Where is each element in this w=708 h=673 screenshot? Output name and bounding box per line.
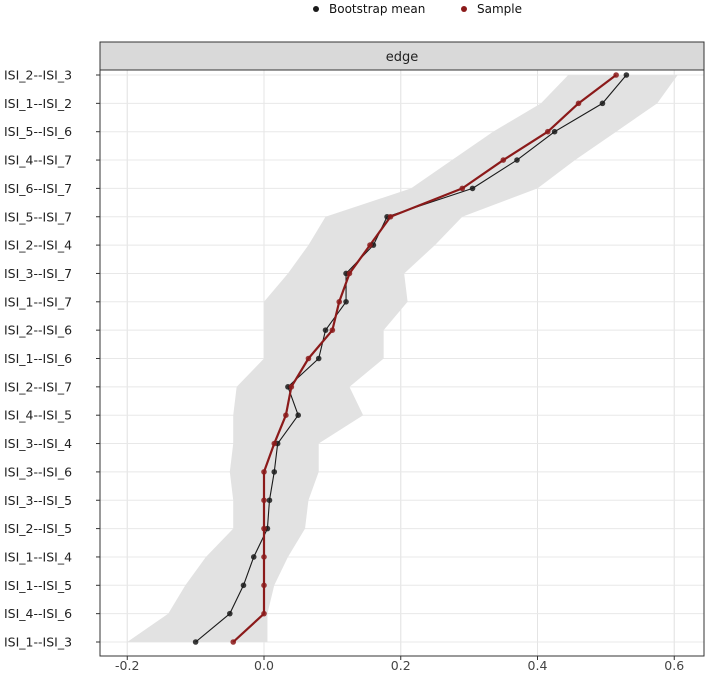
legend-sample-label: Sample: [477, 2, 522, 16]
facet-strip-label: edge: [386, 50, 419, 65]
y-tick-label: ISI_1--ISI_6: [4, 351, 72, 366]
sample-point: [544, 128, 551, 135]
series-points-layer: [192, 72, 630, 645]
sample-point: [288, 384, 295, 390]
y-tick-label: ISI_1--ISI_2: [4, 96, 72, 111]
sample-point: [230, 639, 237, 645]
bootstrap-mean-point: [322, 327, 329, 333]
x-axis-labels: -0.2 0.0 0.2 0.4 0.6: [115, 656, 684, 673]
x-tick-label: 0.4: [528, 658, 548, 673]
y-tick-label: ISI_1--ISI_7: [4, 294, 72, 309]
x-tick-label: 0.0: [254, 658, 274, 673]
sample-point: [613, 72, 619, 78]
y-tick-label: ISI_2--ISI_3: [4, 68, 72, 83]
x-tick-label: 0.2: [391, 658, 411, 673]
sample-point: [500, 157, 507, 163]
plot-panel: [99, 69, 705, 657]
sample-point: [387, 213, 394, 220]
y-tick-label: ISI_4--ISI_7: [4, 153, 72, 168]
sample-point: [459, 185, 466, 192]
y-tick-label: ISI_5--ISI_7: [4, 209, 72, 224]
y-tick-label: ISI_4--ISI_5: [4, 408, 72, 423]
bootstrap-mean-point: [315, 355, 322, 362]
y-tick-label: ISI_3--ISI_5: [4, 493, 72, 508]
sample-point: [336, 299, 343, 305]
sample-point: [261, 610, 267, 617]
bootstrap-mean-point: [295, 412, 301, 419]
sample-point: [261, 554, 267, 560]
bootstrap-mean-point: [227, 610, 233, 617]
sample-point: [261, 469, 267, 475]
sample-point: [271, 440, 278, 447]
legend-bootstrap-mean-label: Bootstrap mean: [329, 2, 425, 16]
bootstrap-mean-point: [623, 72, 630, 78]
y-tick-label: ISI_3--ISI_4: [4, 436, 72, 451]
bootstrap-mean-point: [514, 157, 520, 163]
y-tick-label: ISI_2--ISI_6: [4, 323, 72, 338]
y-tick-label: ISI_2--ISI_4: [4, 238, 72, 253]
y-tick-label: ISI_3--ISI_7: [4, 266, 72, 281]
sample-point: [305, 355, 312, 362]
bootstrap-mean-point: [343, 299, 349, 305]
y-tick-label: ISI_3--ISI_6: [4, 464, 72, 479]
sample-point: [261, 525, 267, 532]
bootstrap-mean-point: [469, 185, 476, 192]
sample-point: [329, 327, 336, 333]
bootstrap-mean-point: [551, 128, 558, 135]
bootstrap-mean-point: [250, 554, 257, 560]
y-axis-labels: ISI_2--ISI_3 ISI_1--ISI_2 ISI_5--ISI_6 ISI_…: [4, 68, 100, 650]
x-tick-label: 0.6: [664, 658, 684, 673]
sample-point: [261, 497, 267, 504]
plot-panel-border: [99, 69, 705, 657]
sample-point: [367, 242, 373, 248]
y-tick-label: ISI_2--ISI_5: [4, 521, 72, 536]
bootstrap-mean-point: [240, 582, 247, 589]
sample-point: [346, 270, 353, 277]
y-tick-label: ISI_4--ISI_6: [4, 606, 72, 621]
bootstrap-mean-point: [271, 469, 278, 475]
sample-point: [283, 412, 289, 419]
y-tick-label: ISI_1--ISI_4: [4, 549, 72, 564]
sample-point: [261, 582, 267, 589]
bootstrap-mean-point: [266, 497, 273, 504]
facet-strip: [99, 41, 705, 71]
legend-sample-marker: [461, 6, 467, 12]
bootstrap-mean-point: [192, 639, 199, 645]
y-tick-label: ISI_6--ISI_7: [4, 181, 72, 196]
y-tick-label: ISI_1--ISI_5: [4, 578, 72, 593]
y-tick-label: ISI_1--ISI_3: [4, 635, 72, 650]
y-tick-label: ISI_2--ISI_7: [4, 379, 72, 394]
y-tick-label: ISI_5--ISI_6: [4, 124, 72, 139]
sample-point: [575, 100, 582, 107]
legend: Bootstrap mean Sample: [313, 2, 522, 16]
legend-bootstrap-mean-marker: [313, 6, 319, 12]
x-tick-label: -0.2: [115, 658, 139, 673]
bootstrap-mean-point: [599, 100, 606, 107]
